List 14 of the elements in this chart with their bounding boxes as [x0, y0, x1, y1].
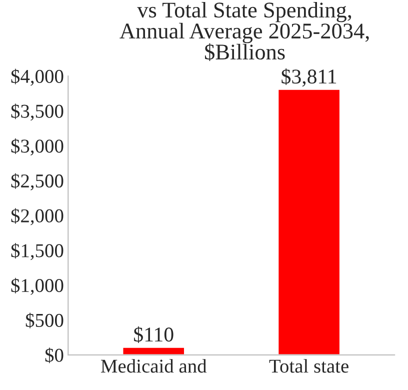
y-tick-label: $3,500 — [11, 104, 64, 121]
y-tick-label: $3,000 — [11, 138, 64, 156]
y-tick-label: $1,500 — [11, 243, 64, 260]
data-label: $3,811 — [282, 68, 336, 87]
y-tick-label: $2,500 — [11, 173, 64, 190]
chart-title: vs Total State Spending, Annual Average 2025-2034, $Billions — [120, 2, 369, 62]
x-tick-label: Medicaid and — [100, 359, 207, 373]
y-tick-label: $1,000 — [11, 278, 64, 295]
y-tick-label: $2,000 — [11, 208, 64, 226]
x-tick-label: Total state — [269, 359, 348, 373]
y-tick-label: $500 — [26, 312, 64, 328]
y-tick-label: $0 — [45, 348, 64, 364]
y-tick-label: $4,000 — [11, 68, 64, 86]
data-label: $110 — [134, 326, 174, 343]
